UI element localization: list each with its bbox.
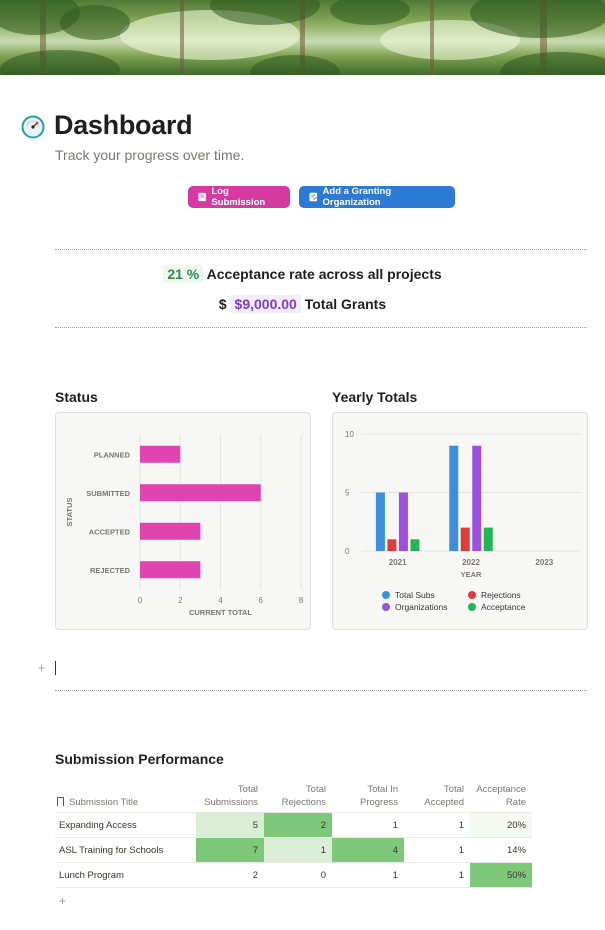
table-row[interactable]: Expanding Access 5 2 1 1 20% [55, 812, 532, 838]
add-block-icon[interactable]: + [38, 661, 46, 675]
acceptance-rate-value: 21 % [163, 265, 204, 283]
total-grants-value: $9,000.00 [230, 295, 301, 313]
bar [472, 445, 482, 551]
legend-marker [468, 591, 476, 599]
legend-label: Acceptance [481, 602, 526, 612]
x-axis-label: CURRENT TOTAL [189, 608, 252, 617]
bar [483, 527, 493, 551]
x-tick-label: 2021 [389, 558, 407, 567]
add-row-icon[interactable]: + [59, 894, 67, 908]
bar [140, 445, 181, 463]
table-row[interactable]: ASL Training for Schools 7 1 4 1 14% [55, 837, 532, 863]
performance-table-title: Submission Performance [55, 751, 224, 767]
bar [460, 527, 470, 551]
legend-marker [468, 603, 476, 611]
column-header-rejections[interactable]: Total Rejections [281, 784, 326, 808]
cell-in-progress[interactable]: 1 [332, 862, 404, 888]
yearly-chart: 0 5 10 2021 2022 2023 YEAR Total Subs Rejections… [332, 412, 588, 630]
cell-rejections[interactable]: 2 [264, 812, 332, 838]
page-title: Dashboard [54, 110, 193, 140]
cell-in-progress[interactable]: 1 [332, 812, 404, 838]
column-header-submissions[interactable]: Total Submissions [204, 784, 258, 808]
cell-submissions[interactable]: 5 [196, 812, 264, 838]
note-edit-icon [309, 192, 318, 202]
yearly-chart-title: Yearly Totals [332, 389, 418, 405]
bar [140, 522, 201, 540]
y-tick-label: 5 [345, 489, 350, 498]
x-tick-label: 2 [178, 596, 183, 605]
divider [55, 249, 587, 250]
cell-accepted[interactable]: 1 [404, 862, 470, 888]
category-label: REJECTED [90, 566, 131, 575]
y-tick-label: 10 [345, 430, 354, 439]
total-grants-label: Total Grants [304, 296, 387, 312]
x-tick-label: 2022 [462, 558, 480, 567]
divider [55, 327, 587, 328]
y-tick-label: 0 [345, 547, 350, 556]
submission-performance-table: Submission Title Total Submissions Total… [55, 782, 532, 888]
bookmark-icon [57, 796, 64, 806]
currency-symbol: $ [218, 296, 227, 312]
cell-acceptance-rate[interactable]: 20% [470, 812, 532, 838]
bar [398, 492, 408, 551]
acceptance-rate-label: Acceptance rate across all projects [206, 266, 442, 282]
column-header-in-progress[interactable]: Total In Progress [359, 784, 398, 808]
legend-label: Rejections [481, 590, 521, 600]
cell-title[interactable]: ASL Training for Schools [55, 837, 196, 863]
cell-in-progress[interactable]: 4 [332, 837, 404, 863]
x-tick-label: 6 [259, 596, 264, 605]
category-label: SUBMITTED [86, 489, 130, 498]
table-row[interactable]: Lunch Program 2 0 1 1 50% [55, 862, 532, 888]
text-cursor[interactable] [55, 661, 56, 675]
x-tick-label: 8 [299, 596, 304, 605]
table-header-row: Submission Title Total Submissions Total… [55, 782, 532, 813]
gauge-icon [21, 115, 45, 139]
log-submission-label: Log Submission [211, 186, 266, 208]
x-tick-label: 0 [138, 596, 143, 605]
bar [410, 539, 420, 551]
total-grants-stat: $ $9,000.00 Total Grants [0, 295, 605, 313]
bar [449, 445, 459, 551]
divider [55, 690, 587, 691]
legend-label: Organizations [395, 602, 447, 612]
cell-accepted[interactable]: 1 [404, 812, 470, 838]
status-chart-title: Status [55, 389, 98, 405]
cell-title[interactable]: Lunch Program [55, 862, 196, 888]
acceptance-rate-stat: 21 % Acceptance rate across all projects [0, 265, 605, 283]
x-tick-label: 2023 [535, 558, 553, 567]
legend-label: Total Subs [395, 590, 435, 600]
legend-marker [382, 603, 390, 611]
x-axis-label: YEAR [461, 570, 482, 579]
cell-title[interactable]: Expanding Access [55, 812, 196, 838]
add-organization-button[interactable]: Add a Granting Organization [299, 186, 455, 208]
legend-marker [382, 591, 390, 599]
cell-submissions[interactable]: 7 [196, 837, 264, 863]
cell-accepted[interactable]: 1 [404, 837, 470, 863]
cover-image [0, 0, 605, 75]
x-tick-label: 4 [218, 596, 223, 605]
y-axis-label: STATUS [65, 498, 74, 527]
category-label: PLANNED [94, 450, 131, 459]
add-organization-label: Add a Granting Organization [322, 186, 392, 208]
cell-acceptance-rate[interactable]: 14% [470, 837, 532, 863]
cell-submissions[interactable]: 2 [196, 862, 264, 888]
column-header-accepted[interactable]: Total Accepted [424, 784, 464, 808]
bar [387, 539, 397, 551]
status-chart: 0 2 4 6 8 PLANNED SUBMITTED ACCEPTED REJECTED CUR… [55, 412, 311, 630]
page-subtitle: Track your progress over time. [55, 147, 245, 163]
bar [140, 561, 201, 579]
bar [140, 484, 261, 502]
cell-acceptance-rate[interactable]: 50% [470, 862, 532, 888]
column-header-title[interactable]: Submission Title [55, 782, 196, 813]
cell-rejections[interactable]: 1 [264, 837, 332, 863]
bar [375, 492, 385, 551]
cell-rejections[interactable]: 0 [264, 862, 332, 888]
log-submission-button[interactable]: Log Submission [188, 186, 290, 208]
document-icon [198, 192, 206, 202]
column-header-acceptance-rate[interactable]: Acceptance Rate [476, 784, 526, 808]
category-label: ACCEPTED [89, 527, 131, 536]
